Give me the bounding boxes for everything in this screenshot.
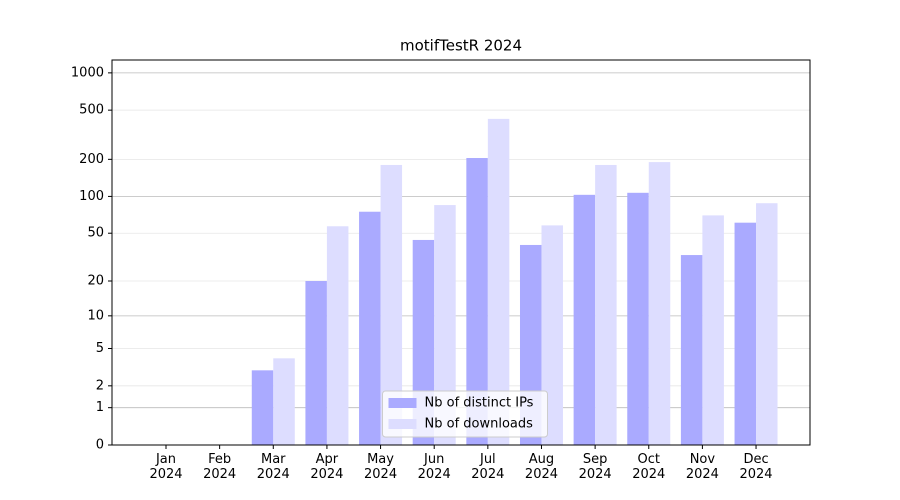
legend-label: Nb of distinct IPs <box>425 396 534 411</box>
y-tick-label: 2 <box>96 378 104 393</box>
legend-swatch <box>388 419 417 429</box>
y-tick-label: 200 <box>79 152 104 167</box>
bar <box>273 358 295 445</box>
bar <box>359 211 381 445</box>
bar <box>680 255 703 445</box>
x-tick-label: Sep 2024 <box>578 452 612 482</box>
bar <box>326 226 349 445</box>
bar <box>573 194 596 445</box>
bar <box>648 162 671 446</box>
y-tick-label: 50 <box>87 226 104 241</box>
plot-frame <box>111 59 811 446</box>
bar <box>305 281 327 445</box>
y-tick-label: 500 <box>79 103 104 118</box>
bar <box>251 370 274 445</box>
x-tick-label: Feb 2024 <box>203 452 237 482</box>
x-tick-label: Aug 2024 <box>524 452 559 482</box>
y-tick-label: 5 <box>96 341 104 356</box>
bar <box>541 225 563 445</box>
x-tick-label: May 2024 <box>364 452 398 482</box>
x-tick-label: Oct 2024 <box>632 452 666 482</box>
bar <box>380 164 403 445</box>
x-tick-label: Jan 2024 <box>149 452 183 482</box>
x-tick-label: Dec 2024 <box>739 452 773 482</box>
bar <box>466 158 488 445</box>
bar <box>756 203 778 445</box>
bar <box>627 192 649 445</box>
y-tick-label: 20 <box>87 274 104 289</box>
y-tick-label: 0 <box>96 438 104 453</box>
x-tick-label: Mar 2024 <box>256 452 290 482</box>
legend-label: Nb of downloads <box>425 417 534 432</box>
legend-box <box>382 390 548 438</box>
chart-title: motifTestR 2024 <box>400 37 522 55</box>
y-tick-label: 1 <box>96 400 104 415</box>
legend: Nb of distinct IPs Nb of downloads <box>382 390 548 438</box>
bar <box>702 215 724 445</box>
grid <box>112 72 810 446</box>
y-tick-label: 10 <box>87 308 104 323</box>
x-tick-label: Nov 2024 <box>685 452 719 482</box>
bar <box>595 164 617 445</box>
y-tick-label: 100 <box>79 189 104 204</box>
x-tick-label: Apr 2024 <box>310 452 344 482</box>
legend-swatch <box>388 398 417 408</box>
x-tick-label: Jun 2024 <box>417 452 451 482</box>
bar <box>487 118 510 445</box>
bar <box>734 222 757 445</box>
bar <box>434 205 456 445</box>
x-tick-label: Jul 2024 <box>471 452 505 482</box>
y-tick-label: 1000 <box>71 65 104 80</box>
